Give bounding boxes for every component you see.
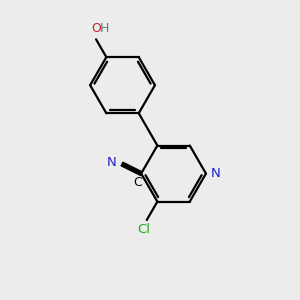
Text: H: H bbox=[100, 22, 109, 35]
Text: C: C bbox=[133, 176, 142, 189]
Text: N: N bbox=[107, 155, 117, 169]
Text: O: O bbox=[91, 22, 101, 35]
Text: N: N bbox=[211, 167, 221, 180]
Text: Cl: Cl bbox=[137, 223, 150, 236]
